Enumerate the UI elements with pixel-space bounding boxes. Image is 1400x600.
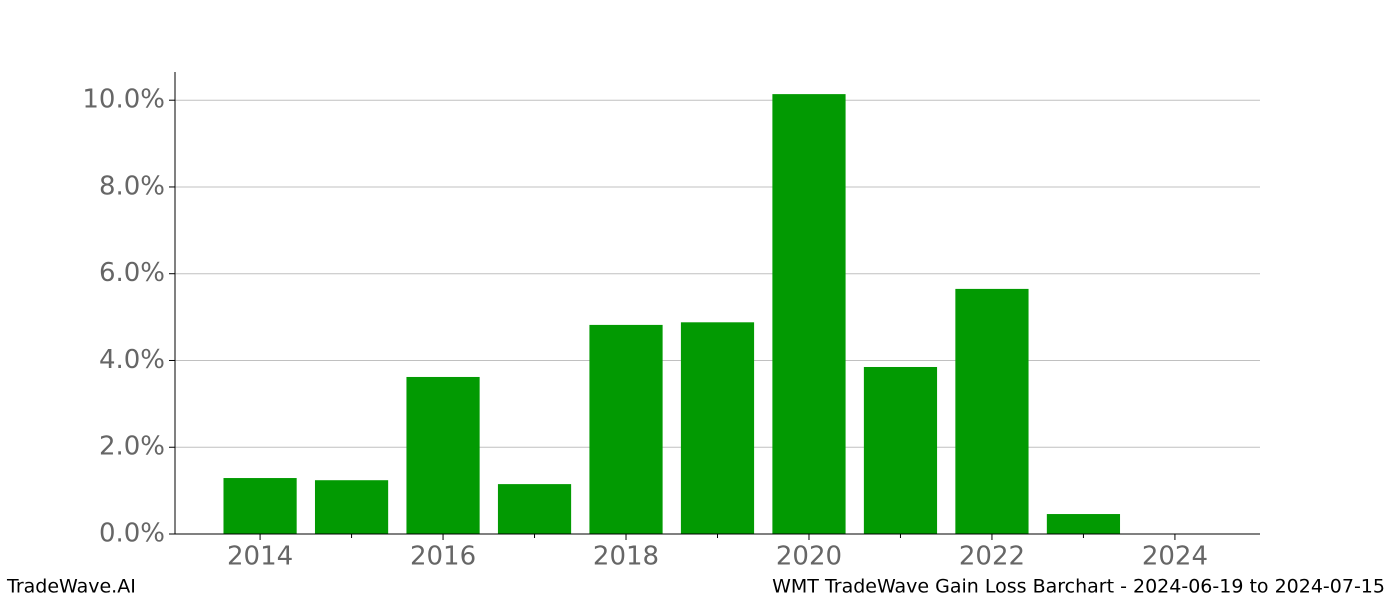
x-tick-label: 2016	[410, 542, 476, 572]
footer-left: TradeWave.AI	[6, 576, 136, 598]
y-tick-label: 4.0%	[99, 345, 165, 375]
x-tick-label: 2022	[959, 542, 1025, 572]
y-tick-label: 6.0%	[99, 258, 165, 288]
bar	[406, 376, 480, 534]
bar	[863, 366, 938, 534]
y-tick-label: 2.0%	[99, 432, 165, 462]
y-tick-label: 8.0%	[99, 171, 165, 201]
x-tick-label: 2024	[1142, 542, 1208, 572]
x-tick-label: 2020	[776, 542, 842, 572]
bar	[589, 324, 663, 534]
y-tick-label: 0.0%	[99, 519, 165, 549]
bar	[1046, 514, 1121, 534]
bar	[223, 478, 297, 534]
bar	[772, 94, 846, 534]
y-tick-label: 10.0%	[82, 85, 165, 115]
bar	[314, 480, 389, 534]
bar	[497, 484, 572, 534]
footer-right: WMT TradeWave Gain Loss Barchart - 2024-…	[772, 576, 1385, 598]
x-tick-label: 2014	[227, 542, 293, 572]
bar	[680, 322, 755, 534]
x-tick-label: 2018	[593, 542, 659, 572]
bar	[955, 288, 1029, 534]
